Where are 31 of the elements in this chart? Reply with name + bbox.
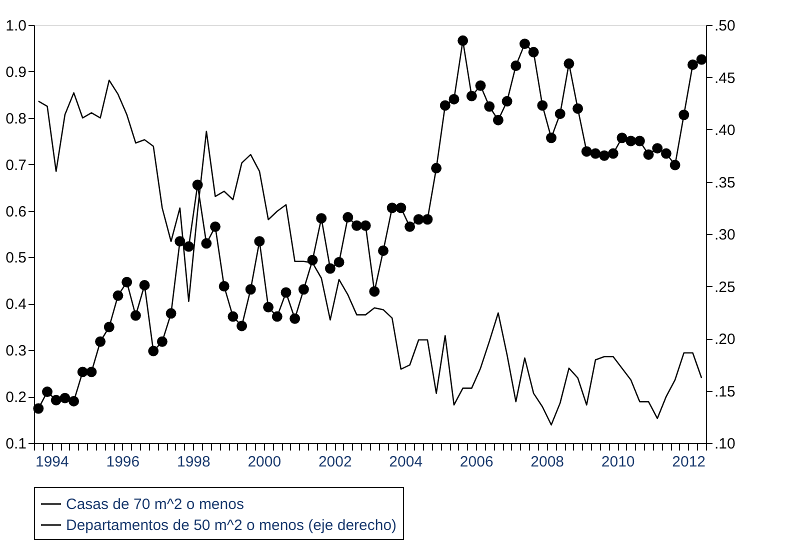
- legend-label: Departamentos de 50 m^2 o menos (eje derecho): [66, 517, 397, 534]
- x-tick-label: 1994: [35, 454, 69, 470]
- legend-label: Casas de 70 m^2 o menos: [66, 496, 244, 513]
- y2-tick-label: .40: [714, 122, 736, 139]
- x-tick-label: 2004: [389, 454, 423, 470]
- x-tick-label: 2000: [248, 454, 282, 470]
- y-tick-label: 0.4: [6, 296, 26, 314]
- y2-tick-label: .30: [714, 226, 736, 244]
- y2-tick-label: .50: [714, 18, 736, 34]
- y2-tick-label: .45: [714, 70, 736, 87]
- y-tick-label: 0.8: [6, 110, 26, 128]
- x-tick-label: 1998: [176, 454, 210, 470]
- y2-tick-label: .10: [714, 436, 736, 452]
- y-tick-label: 0.2: [6, 389, 26, 406]
- y2-tick-label: .35: [714, 174, 736, 192]
- y-tick-label: 0.7: [6, 156, 26, 174]
- x-tick-label: 2002: [318, 454, 352, 470]
- y-tick-label: 0.5: [6, 250, 26, 267]
- y-tick-label: 0.3: [6, 342, 26, 360]
- y-tick-label: 0.9: [6, 64, 26, 81]
- y-tick-label: 0.6: [6, 203, 26, 220]
- y2-tick-label: .20: [714, 331, 736, 348]
- x-tick-label: 2008: [530, 454, 564, 470]
- x-tick-label: 2006: [460, 454, 494, 470]
- y2-tick-label: .15: [714, 383, 736, 400]
- x-tick-label: 1996: [106, 454, 140, 470]
- x-tick-label: 2010: [601, 454, 635, 470]
- x-tick-label: 2012: [672, 454, 706, 470]
- y2-tick-label: .25: [714, 278, 736, 296]
- y-tick-label: 0.1: [6, 436, 26, 452]
- y-tick-label: 1.0: [6, 18, 26, 34]
